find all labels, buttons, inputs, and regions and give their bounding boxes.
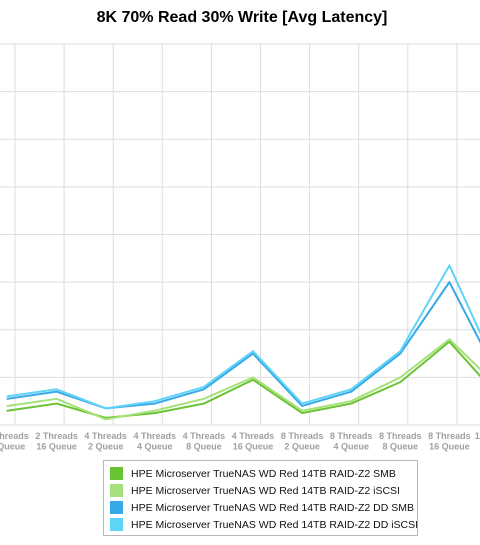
x-tick-label: 4 Threads 8 Queue xyxy=(183,431,226,452)
x-tick-label: 2 Threads 16 Queue xyxy=(35,431,78,452)
x-tick-label: 8 Threads 16 Queue xyxy=(428,431,471,452)
series-line xyxy=(6,281,480,410)
series-line xyxy=(6,264,480,410)
legend-label: HPE Microserver TrueNAS WD Red 14TB RAID… xyxy=(131,501,414,514)
chart-title: 8K 70% Read 30% Write [Avg Latency] xyxy=(96,9,388,26)
legend-label: HPE Microserver TrueNAS WD Red 14TB RAID… xyxy=(131,518,419,531)
x-tick-label: 8 Threads 8 Queue xyxy=(379,431,422,452)
series-line xyxy=(6,340,480,419)
grid xyxy=(0,43,480,426)
x-tick-label: 8 Threads 2 Queue xyxy=(281,431,324,452)
x-tick-label: 8 Threads 4 Queue xyxy=(330,431,373,452)
x-tick-label: 4 Threads 4 Queue xyxy=(134,431,177,452)
legend-swatch xyxy=(110,467,123,480)
legend-swatch xyxy=(110,484,123,497)
series-line xyxy=(6,338,480,421)
legend-swatch xyxy=(110,501,123,514)
x-tick-label: 4 Threads 2 Queue xyxy=(84,431,127,452)
legend-swatch xyxy=(110,518,123,531)
legend: HPE Microserver TrueNAS WD Red 14TB RAID… xyxy=(103,460,418,536)
legend-item[interactable]: HPE Microserver TrueNAS WD Red 14TB RAID… xyxy=(110,516,418,533)
legend-item[interactable]: HPE Microserver TrueNAS WD Red 14TB RAID… xyxy=(110,482,411,499)
series-lines xyxy=(6,264,480,421)
legend-item[interactable]: HPE Microserver TrueNAS WD Red 14TB RAID… xyxy=(110,499,414,516)
legend-label: HPE Microserver TrueNAS WD Red 14TB RAID… xyxy=(131,484,400,497)
x-tick-label: 4 Threads 16 Queue xyxy=(232,431,275,452)
legend-label: HPE Microserver TrueNAS WD Red 14TB RAID… xyxy=(131,467,396,480)
legend-item[interactable]: HPE Microserver TrueNAS WD Red 14TB RAID… xyxy=(110,465,411,482)
